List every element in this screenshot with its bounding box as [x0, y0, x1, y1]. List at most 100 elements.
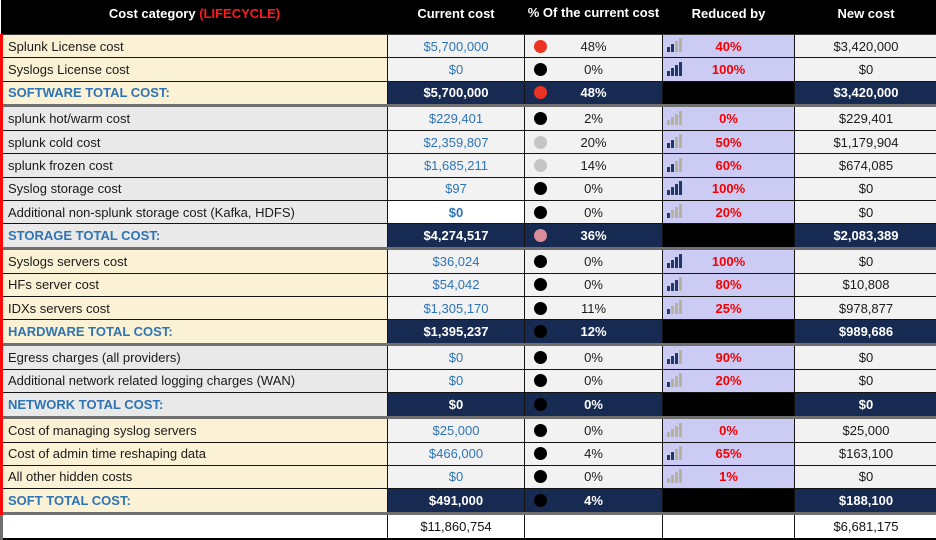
cell-pct-of-current[interactable]: 4%	[524, 488, 663, 514]
cell-reduced-by[interactable]	[662, 223, 795, 249]
cell-current-cost[interactable]: $25,000	[387, 415, 525, 443]
cell-new-cost[interactable]: $0	[794, 176, 936, 201]
cell-current-cost[interactable]: $1,305,170	[387, 295, 525, 321]
cell-reduced-by[interactable]: 1%	[662, 464, 795, 490]
cell-pct-of-current[interactable]: 0%	[524, 246, 663, 274]
header-current-cost[interactable]: Current cost	[387, 0, 525, 35]
cell-current-cost[interactable]: $1,685,211	[387, 153, 525, 178]
cell-new-cost[interactable]: $0	[794, 392, 936, 418]
cell-current-cost[interactable]: $0	[387, 368, 525, 394]
cell-cost-category[interactable]: Egress charges (all providers)	[0, 343, 388, 370]
cell-reduced-by[interactable]: 100%	[662, 57, 795, 82]
cell-reduced-by[interactable]: 20%	[662, 368, 795, 394]
cell-new-cost[interactable]: $25,000	[794, 415, 936, 443]
cell-current-cost[interactable]: $5,700,000	[387, 80, 525, 107]
cell-cost-category[interactable]: splunk hot/warm cost	[0, 104, 388, 132]
cell-reduced-by[interactable]: 100%	[662, 246, 795, 274]
cell-reduced-by[interactable]: 25%	[662, 295, 795, 321]
cell-new-cost[interactable]: $978,877	[794, 295, 936, 321]
cell-new-cost[interactable]: $229,401	[794, 104, 936, 132]
cell-cost-category[interactable]: splunk cold cost	[0, 130, 388, 155]
cell-cost-category[interactable]: Cost of admin time reshaping data	[0, 441, 388, 466]
cell-cost-category[interactable]	[0, 511, 388, 540]
cell-new-cost[interactable]: $6,681,175	[794, 511, 936, 540]
cell-current-cost[interactable]: $4,274,517	[387, 223, 525, 249]
cell-cost-category[interactable]: Syslogs License cost	[0, 57, 388, 82]
header-pct-of-current[interactable]: % Of the current cost	[524, 0, 663, 35]
cell-reduced-by[interactable]: 60%	[662, 153, 795, 178]
cell-pct-of-current[interactable]: 0%	[524, 415, 663, 443]
cell-pct-of-current[interactable]	[524, 511, 663, 540]
cell-reduced-by[interactable]: 50%	[662, 130, 795, 155]
cell-new-cost[interactable]: $0	[794, 199, 936, 225]
cell-current-cost[interactable]: $0	[387, 343, 525, 370]
cell-new-cost[interactable]: $989,686	[794, 319, 936, 345]
cell-pct-of-current[interactable]: 48%	[524, 80, 663, 107]
cell-pct-of-current[interactable]: 0%	[524, 199, 663, 225]
cell-cost-category[interactable]: Syslog storage cost	[0, 176, 388, 201]
cell-current-cost[interactable]: $54,042	[387, 272, 525, 297]
cell-reduced-by[interactable]	[662, 511, 795, 540]
cell-cost-category[interactable]: All other hidden costs	[0, 464, 388, 490]
cell-pct-of-current[interactable]: 48%	[524, 33, 663, 59]
header-new-cost[interactable]: New cost	[794, 0, 936, 35]
cell-reduced-by[interactable]: 65%	[662, 441, 795, 466]
cell-cost-category[interactable]: STORAGE TOTAL COST:	[0, 223, 388, 249]
cell-current-cost[interactable]: $11,860,754	[387, 511, 525, 540]
cell-current-cost[interactable]: $229,401	[387, 104, 525, 132]
cell-pct-of-current[interactable]: 2%	[524, 104, 663, 132]
cell-pct-of-current[interactable]: 12%	[524, 319, 663, 345]
cell-reduced-by[interactable]: 90%	[662, 343, 795, 370]
cell-pct-of-current[interactable]: 0%	[524, 272, 663, 297]
cell-pct-of-current[interactable]: 0%	[524, 176, 663, 201]
cell-pct-of-current[interactable]: 4%	[524, 441, 663, 466]
cell-reduced-by[interactable]: 40%	[662, 33, 795, 59]
cell-reduced-by[interactable]: 0%	[662, 104, 795, 132]
cell-cost-category[interactable]: HARDWARE TOTAL COST:	[0, 319, 388, 345]
cell-current-cost[interactable]: $97	[387, 176, 525, 201]
cell-new-cost[interactable]: $0	[794, 246, 936, 274]
cell-current-cost[interactable]: $0	[387, 199, 525, 225]
cell-current-cost[interactable]: $1,395,237	[387, 319, 525, 345]
cell-new-cost[interactable]: $188,100	[794, 488, 936, 514]
cell-pct-of-current[interactable]: 0%	[524, 464, 663, 490]
cell-pct-of-current[interactable]: 0%	[524, 368, 663, 394]
cell-reduced-by[interactable]: 0%	[662, 415, 795, 443]
cell-current-cost[interactable]: $36,024	[387, 246, 525, 274]
cell-pct-of-current[interactable]: 0%	[524, 57, 663, 82]
cell-pct-of-current[interactable]: 11%	[524, 295, 663, 321]
cell-cost-category[interactable]: splunk frozen cost	[0, 153, 388, 178]
cell-current-cost[interactable]: $491,000	[387, 488, 525, 514]
cell-reduced-by[interactable]: 100%	[662, 176, 795, 201]
cell-cost-category[interactable]: Additional non-splunk storage cost (Kafk…	[0, 199, 388, 225]
header-reduced-by[interactable]: Reduced by	[662, 0, 795, 35]
cell-reduced-by[interactable]	[662, 319, 795, 345]
cell-new-cost[interactable]: $2,083,389	[794, 223, 936, 249]
cell-pct-of-current[interactable]: 14%	[524, 153, 663, 178]
cell-pct-of-current[interactable]: 36%	[524, 223, 663, 249]
cell-current-cost[interactable]: $0	[387, 392, 525, 418]
cell-cost-category[interactable]: SOFT TOTAL COST:	[0, 488, 388, 514]
cell-new-cost[interactable]: $674,085	[794, 153, 936, 178]
cell-new-cost[interactable]: $0	[794, 343, 936, 370]
cell-cost-category[interactable]: NETWORK TOTAL COST:	[0, 392, 388, 418]
cell-current-cost[interactable]: $2,359,807	[387, 130, 525, 155]
cell-reduced-by[interactable]	[662, 80, 795, 107]
header-cost-category[interactable]: Cost category (LIFECYCLE)	[1, 0, 388, 35]
cell-new-cost[interactable]: $3,420,000	[794, 33, 936, 59]
cell-reduced-by[interactable]: 80%	[662, 272, 795, 297]
cell-reduced-by[interactable]	[662, 392, 795, 418]
cell-pct-of-current[interactable]: 0%	[524, 392, 663, 418]
cell-current-cost[interactable]: $466,000	[387, 441, 525, 466]
cell-cost-category[interactable]: Additional network related logging charg…	[0, 368, 388, 394]
cell-new-cost[interactable]: $1,179,904	[794, 130, 936, 155]
cell-cost-category[interactable]: Cost of managing syslog servers	[0, 415, 388, 443]
cell-reduced-by[interactable]: 20%	[662, 199, 795, 225]
cell-current-cost[interactable]: $0	[387, 57, 525, 82]
cell-new-cost[interactable]: $3,420,000	[794, 80, 936, 107]
cell-new-cost[interactable]: $0	[794, 464, 936, 490]
cell-new-cost[interactable]: $10,808	[794, 272, 936, 297]
cell-cost-category[interactable]: SOFTWARE TOTAL COST:	[0, 80, 388, 107]
cell-cost-category[interactable]: Splunk License cost	[0, 33, 388, 59]
cell-cost-category[interactable]: HFs server cost	[0, 272, 388, 297]
